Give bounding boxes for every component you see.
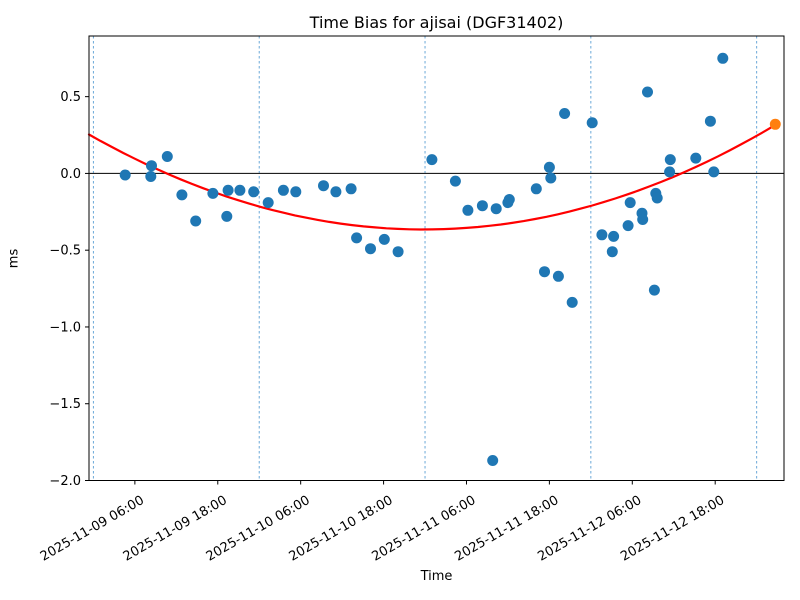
observed-bias-point: [365, 243, 376, 255]
observed-bias-point: [222, 184, 234, 196]
observed-bias-point: [378, 233, 390, 245]
observed-bias-point: [176, 189, 188, 201]
x-axis-label: Time: [420, 569, 453, 584]
observed-bias-point: [608, 230, 620, 242]
observed-bias-point: [503, 194, 515, 205]
predicted-bias-point: [769, 118, 781, 130]
observed-bias-point: [539, 266, 550, 278]
observed-bias-point: [566, 296, 578, 308]
observed-bias-point: [606, 246, 618, 258]
observed-bias-point: [690, 152, 702, 164]
observed-bias-point: [345, 183, 357, 195]
chart-title: Time Bias for ajisai (DGF31402): [309, 13, 564, 32]
observed-bias-point: [476, 200, 488, 212]
observed-bias-point: [490, 203, 502, 215]
observed-bias-point: [248, 186, 260, 198]
observed-bias-point: [234, 184, 246, 196]
observed-bias-point: [717, 52, 729, 64]
observed-bias-point: [330, 186, 342, 198]
observed-bias-point: [552, 270, 564, 282]
observed-bias-point: [277, 184, 289, 196]
observed-bias-point: [145, 171, 157, 182]
y-tick-label: 0.0: [60, 167, 81, 182]
observed-bias-point: [318, 180, 329, 192]
observed-bias-point: [637, 214, 649, 225]
observed-bias-point: [392, 246, 404, 258]
observed-bias-point: [559, 108, 571, 119]
observed-bias-point: [543, 161, 555, 173]
observed-bias-point: [651, 192, 663, 204]
observed-bias-point: [119, 169, 131, 181]
observed-bias-point: [449, 175, 461, 187]
observed-bias-point: [622, 220, 634, 232]
y-tick-label: −0.5: [49, 244, 81, 259]
observed-bias-point: [351, 232, 363, 244]
observed-bias-point: [596, 229, 608, 241]
observed-bias-point: [642, 86, 653, 98]
observed-bias-point: [648, 284, 660, 296]
observed-bias-point: [190, 215, 202, 227]
y-tick-label: −2.0: [49, 474, 81, 489]
observed-bias-point: [530, 183, 542, 195]
observed-bias-point: [624, 197, 636, 209]
observed-bias-point: [161, 151, 173, 162]
observed-bias-point: [586, 117, 598, 129]
fit-curve: [87, 123, 777, 231]
observed-bias-point: [207, 187, 219, 199]
observed-bias-point: [462, 204, 474, 216]
observed-bias-point: [426, 154, 438, 166]
y-tick-label: 0.5: [60, 90, 81, 105]
observed-bias-point: [664, 154, 676, 166]
observed-bias-point: [708, 166, 720, 178]
plot-border: [88, 35, 785, 481]
observed-bias-point: [221, 210, 233, 222]
observed-bias-point: [545, 172, 557, 184]
observed-bias-point: [487, 455, 499, 466]
observed-bias-point: [664, 166, 676, 178]
y-tick-label: −1.5: [49, 397, 81, 412]
observed-bias-point: [262, 197, 274, 209]
observed-bias-point: [290, 186, 302, 198]
observed-bias-point: [704, 115, 716, 127]
observed-bias-point: [146, 160, 157, 172]
y-tick-label: −1.0: [49, 320, 81, 335]
